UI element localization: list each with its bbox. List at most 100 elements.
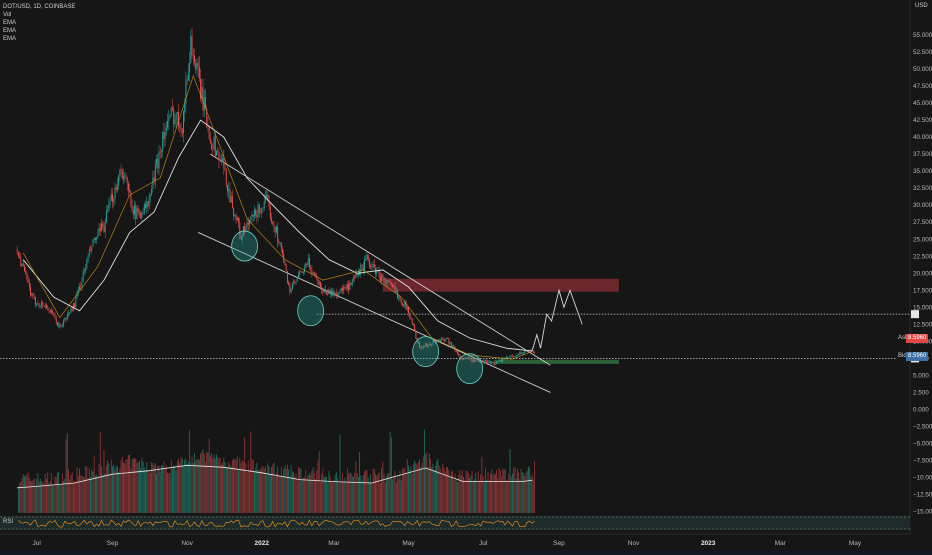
candle-body (50, 310, 52, 313)
candle-body (39, 305, 41, 307)
legend-vol[interactable]: Vol (3, 12, 12, 18)
volume-bar (36, 478, 38, 513)
support-zone[interactable] (494, 359, 619, 364)
candle-body (197, 62, 199, 67)
candle-body (266, 194, 268, 198)
candle-body (339, 290, 341, 293)
volume-bar (246, 472, 248, 513)
legend-ema-3[interactable]: EMA (3, 36, 17, 42)
volume-bar (186, 463, 188, 513)
candle-body (405, 301, 407, 310)
volume-bar (337, 478, 339, 513)
touch-point-circle[interactable] (456, 353, 484, 385)
volume-bar (465, 470, 467, 513)
candle-body (508, 357, 510, 359)
volume-bar (295, 473, 297, 513)
volume-bar (444, 471, 446, 513)
volume-bar (252, 459, 254, 513)
candle-body (346, 283, 348, 289)
candle-body (227, 185, 228, 192)
y-tick-label: 45.000 (913, 100, 932, 107)
candle-body (411, 318, 413, 325)
candle-body (436, 341, 438, 343)
candle-body (180, 127, 182, 130)
volume-bar (388, 473, 390, 513)
volume-bar (305, 469, 307, 513)
volume-bar (170, 459, 172, 513)
candle-body (334, 292, 336, 296)
candle-body (280, 242, 282, 250)
symbol-label[interactable]: DOT/USD, 1D, COINBASE (3, 4, 76, 10)
volume-bar (209, 455, 211, 513)
candle-body (87, 256, 89, 261)
candle-body (399, 296, 401, 300)
candle-body (361, 264, 363, 266)
candle-body (211, 143, 213, 150)
candle-body (240, 235, 242, 240)
volume-bar (455, 479, 457, 513)
volume-bar (439, 468, 441, 513)
volume-bar (468, 473, 469, 513)
candle-body (445, 338, 447, 340)
x-tick-label: Jul (33, 540, 42, 547)
bid-price-tag: 8.5960 (906, 352, 929, 361)
volume-bar (190, 462, 192, 513)
volume-bar (115, 465, 117, 513)
volume-bar (38, 481, 40, 513)
volume-bar (346, 468, 348, 513)
rsi-pane-label[interactable]: RSI (3, 519, 14, 525)
channel-upper-trendline[interactable] (210, 153, 551, 366)
candle-body (85, 268, 87, 272)
volume-bar (531, 474, 533, 513)
volume-bar (415, 462, 417, 513)
candle-body (255, 209, 257, 216)
candle-body (105, 210, 107, 223)
candle-body (497, 361, 499, 363)
candle-body (88, 249, 90, 257)
candle-body (172, 107, 173, 110)
ema-slow-line (22, 119, 533, 352)
candle-body (43, 305, 45, 307)
candle-body (192, 55, 194, 57)
legend-ema-2[interactable]: EMA (3, 28, 17, 34)
touch-point-circle[interactable] (412, 336, 440, 368)
candle-body (289, 284, 291, 293)
volume-bar (427, 466, 429, 513)
volume-bar (371, 482, 373, 513)
candle-body (275, 226, 277, 233)
touch-point-circle[interactable] (297, 295, 325, 327)
candle-body (401, 302, 403, 306)
candle-body (149, 194, 151, 196)
candle-body (116, 185, 118, 190)
volume-bar (21, 478, 23, 513)
candle-body (206, 108, 208, 126)
candle-body (205, 97, 206, 109)
resistance-zone[interactable] (382, 278, 619, 292)
channel-lower-trendline[interactable] (197, 232, 551, 393)
volume-bar (153, 465, 155, 513)
volume-bar (176, 460, 178, 513)
volume-bar (338, 482, 340, 513)
touch-point-circle[interactable] (231, 230, 259, 262)
candle-body (170, 107, 172, 115)
volume-bar (376, 475, 378, 513)
candle-body (496, 361, 498, 365)
volume-bar (355, 460, 357, 513)
candle-body (17, 252, 19, 257)
candle-body (83, 271, 85, 272)
candle-body (194, 55, 195, 63)
volume-bar (357, 476, 359, 513)
volume-bar (198, 459, 200, 513)
legend-ema-1[interactable]: EMA (3, 20, 17, 26)
candle-body (444, 339, 446, 342)
volume-bar (342, 472, 343, 513)
candle-body (96, 237, 98, 240)
volume-bar (218, 458, 220, 513)
volume-ma-line (17, 464, 533, 489)
volume-bar (196, 459, 198, 513)
volume-bar (481, 456, 483, 513)
x-tick-label: 2023 (701, 540, 716, 547)
candle-body (423, 346, 425, 347)
